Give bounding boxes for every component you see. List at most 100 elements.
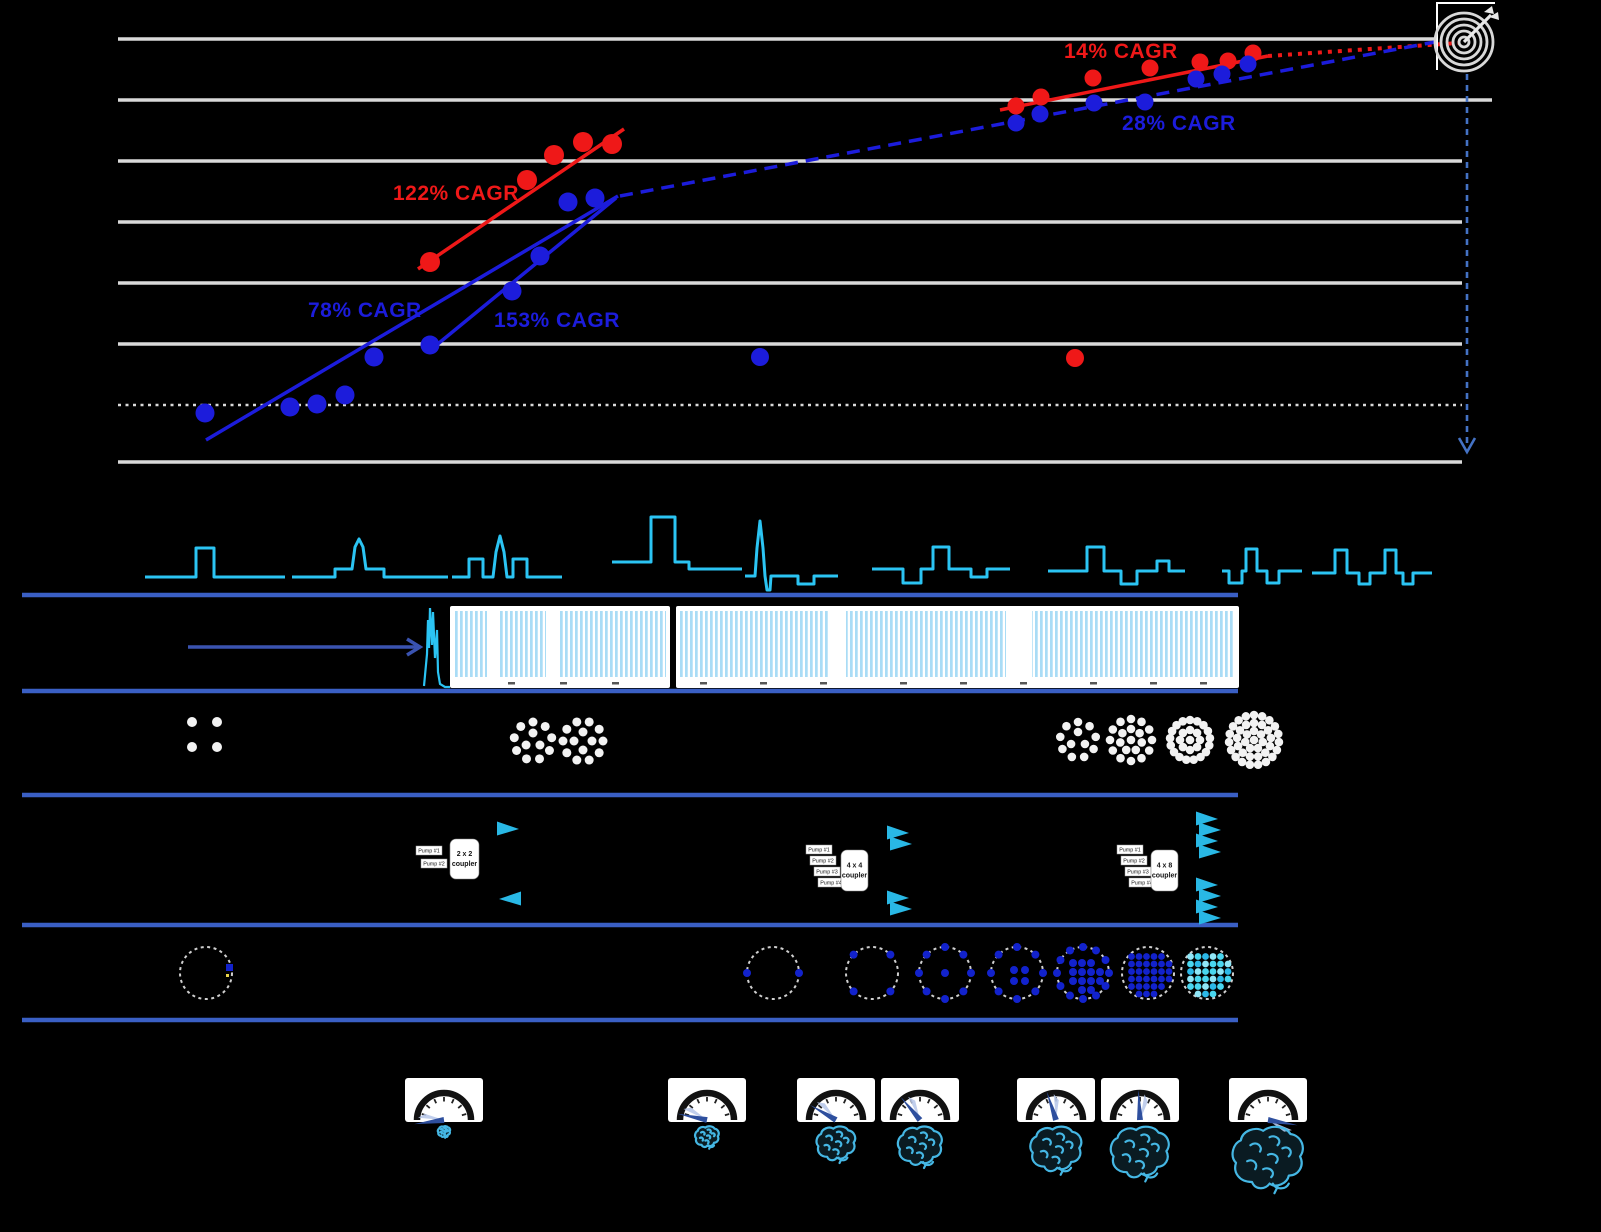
port-dot xyxy=(1202,960,1209,968)
spike-train-gap xyxy=(546,610,559,684)
emitter-dot xyxy=(572,717,582,727)
port-dot xyxy=(1202,975,1209,983)
coupler-group-1: Pump #1 Pump #2 2 x 2 coupler xyxy=(415,821,521,906)
pulse-waveform xyxy=(452,534,562,579)
brain-icon xyxy=(1110,1125,1170,1183)
port-dot xyxy=(1069,959,1077,967)
emitter-dot xyxy=(1241,712,1251,721)
gauge-tick xyxy=(1153,1104,1159,1109)
fiber-facet-level-1 xyxy=(845,946,899,1000)
port-dot xyxy=(1158,983,1165,990)
port-circles-row xyxy=(179,943,1234,1003)
emitter-dot xyxy=(1126,735,1136,745)
target-bullseye-icon xyxy=(1433,2,1499,73)
port-dot xyxy=(1021,966,1029,974)
port-dot xyxy=(1165,960,1173,968)
coupler-box-label: 2 x 2 xyxy=(457,851,473,858)
amplifier-triangle-icon xyxy=(1199,910,1221,925)
port-dot xyxy=(1150,968,1158,975)
blue-series-point xyxy=(502,281,522,301)
port-dot xyxy=(226,964,233,971)
blue-series-point xyxy=(1213,65,1231,83)
emitter-dot xyxy=(1172,720,1181,730)
port-dot xyxy=(1087,977,1095,985)
port-dot xyxy=(1096,977,1104,985)
emitter-dot xyxy=(1067,752,1077,762)
gauge-needle xyxy=(900,1097,923,1122)
fiber-facet-level-5 xyxy=(1121,946,1175,1000)
port-dot xyxy=(959,987,968,996)
pump-label: Pump #1 xyxy=(808,848,830,854)
gauge-tick xyxy=(1045,1098,1049,1104)
port-dot xyxy=(1187,975,1194,983)
port-dot xyxy=(994,950,1003,959)
port-dot xyxy=(1079,943,1087,951)
gauge-tick xyxy=(817,1104,823,1109)
pump-label-box xyxy=(805,844,833,855)
coupler-box xyxy=(840,849,869,892)
emitter-dot xyxy=(1249,735,1259,745)
port-dot xyxy=(1194,990,1202,998)
gauge-tick xyxy=(688,1104,694,1109)
emitter-dot xyxy=(1272,745,1282,755)
emitter-dot xyxy=(1228,722,1238,731)
blue-series-point xyxy=(585,188,605,208)
panel-tick xyxy=(1020,682,1027,685)
panel-tick xyxy=(900,682,907,685)
gauge-tick xyxy=(825,1098,829,1104)
blue-series-point xyxy=(335,385,355,405)
amplifier-triangle-icon xyxy=(1199,888,1221,903)
coupler-box-label: 4 x 4 xyxy=(847,863,863,870)
emitter-dot xyxy=(544,746,554,755)
port-dot xyxy=(1158,968,1165,975)
fiber-facet-circle xyxy=(1180,946,1234,1000)
gauge-tick xyxy=(433,1098,437,1104)
port-dot xyxy=(959,950,968,959)
pulse-waveform xyxy=(612,515,742,571)
gauge-tick xyxy=(1285,1113,1291,1117)
coupler-box-label: coupler xyxy=(842,873,868,880)
target-ring xyxy=(1451,29,1477,55)
pulse-waveform xyxy=(1222,547,1302,585)
gauge-tick xyxy=(853,1113,859,1117)
red-series-point xyxy=(1084,69,1102,87)
emitter-dot xyxy=(1116,753,1125,763)
pump-label: Pump #3 xyxy=(816,870,838,876)
emitter-dot xyxy=(1192,728,1202,738)
emitter-dot xyxy=(1225,729,1235,739)
target-ring xyxy=(1457,35,1471,49)
port-dot xyxy=(1209,960,1217,968)
gauge-arc xyxy=(1237,1089,1299,1121)
emitter-dot xyxy=(1165,733,1175,743)
emitter-dot xyxy=(1257,720,1267,730)
emitter-dot xyxy=(187,742,197,752)
gauge-brain-row xyxy=(405,1078,1307,1195)
gauge-tick xyxy=(1033,1113,1039,1117)
port-dot xyxy=(1096,968,1104,976)
gauge-tick xyxy=(724,1113,730,1117)
emitter-dot xyxy=(1203,726,1213,736)
gauge-4 xyxy=(881,1078,959,1169)
port-dot xyxy=(1202,990,1209,998)
emitter-dot xyxy=(1196,752,1205,762)
emitter-dot xyxy=(1178,728,1188,738)
emitter-dot xyxy=(1242,730,1252,739)
port-dot xyxy=(1078,968,1086,976)
emitter-dot xyxy=(1268,752,1277,762)
port-dot xyxy=(994,987,1003,996)
port-dot xyxy=(1158,975,1165,983)
emitter-dot xyxy=(1131,745,1141,755)
red-series-point xyxy=(517,170,537,190)
blue-series-point xyxy=(751,348,769,366)
port-dot xyxy=(1194,968,1202,975)
pulse-waveform xyxy=(872,545,1010,585)
emitter-dot xyxy=(1115,738,1125,747)
gauge-tick xyxy=(1037,1104,1043,1109)
port-dot xyxy=(1224,975,1232,983)
port-dot xyxy=(1087,959,1095,967)
coupler-group-3: Pump #1 Pump #2 Pump #3 Pump #4 4 x 8 coupler xyxy=(1116,811,1221,925)
gauge-tick xyxy=(1129,1098,1133,1104)
port-dot xyxy=(941,995,949,1003)
emitter-dot xyxy=(1240,737,1250,747)
